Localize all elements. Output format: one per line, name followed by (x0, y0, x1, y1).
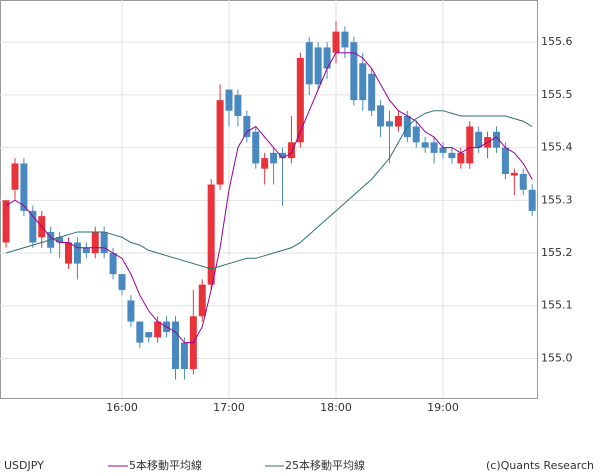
candle-body (510, 172, 518, 176)
candle-body (421, 142, 429, 148)
y-tick-label: 155.1 (541, 299, 573, 312)
x-tick-label: 16:00 (106, 401, 138, 414)
candle-body (136, 321, 144, 343)
candle-body (501, 147, 509, 174)
x-tick-label: 17:00 (213, 401, 245, 414)
candle-body (100, 231, 108, 254)
candle-body (341, 31, 349, 48)
candle-body (394, 115, 402, 127)
moving-average-line (5, 52, 533, 344)
candle-body (109, 253, 117, 275)
marks (2, 21, 536, 380)
candle-body (225, 89, 233, 111)
candle-body (412, 126, 420, 143)
y-tick-label: 155.5 (541, 88, 573, 101)
candle-body (243, 115, 251, 138)
candle-body (528, 189, 536, 211)
candle-body (56, 237, 64, 243)
candle-body (314, 47, 322, 85)
moving-average-line (5, 110, 533, 270)
candle-body (448, 152, 456, 159)
legend-label: 25本移動平均線 (285, 458, 365, 472)
candle-body (11, 163, 19, 190)
candle-body (519, 173, 527, 190)
candle-body (207, 184, 215, 285)
candle-body (180, 342, 188, 370)
candle-body (350, 42, 358, 101)
candle-body (73, 242, 81, 264)
candle-body (439, 147, 447, 153)
y-tick-label: 155.0 (541, 351, 573, 364)
candle-body (234, 94, 242, 116)
candle-body (82, 247, 90, 254)
candle-body (287, 142, 295, 159)
candle-body (279, 152, 286, 159)
y-tick-label: 155.3 (541, 193, 573, 206)
legend-label: 5本移動平均線 (129, 458, 202, 472)
candle-body (466, 126, 474, 164)
candle-body (430, 142, 438, 153)
y-tick-label: 155.4 (541, 141, 573, 154)
candle-body (20, 163, 28, 211)
credit: (c)Quants Research (486, 459, 594, 472)
candle-body (29, 210, 37, 243)
y-tick-label: 155.2 (541, 246, 573, 259)
candle-body (386, 121, 393, 127)
x-tick-label: 18:00 (320, 401, 352, 414)
symbol-label: USDJPY (4, 459, 44, 472)
candle-body (65, 242, 72, 264)
candle-body (2, 200, 10, 243)
candle-body (216, 100, 224, 185)
candle-body (198, 284, 206, 317)
candle-body (172, 321, 179, 370)
candle-body (377, 105, 385, 127)
x-tick-label: 19:00 (427, 401, 459, 414)
candle-body (359, 63, 367, 101)
candle-body (323, 47, 331, 69)
candle-body (305, 42, 313, 85)
candle-body (252, 131, 260, 164)
candle-body (368, 73, 376, 111)
candle-body (154, 321, 162, 338)
candle-body (493, 131, 500, 148)
candle-body (91, 231, 99, 254)
candle-body (145, 332, 153, 338)
candle-body (118, 274, 126, 290)
candle-body (457, 152, 465, 164)
candle-body (332, 31, 340, 53)
plot-frame (0, 0, 538, 399)
candle-body (270, 152, 278, 164)
candle-body (261, 158, 269, 169)
candle-body (475, 131, 483, 148)
candle-body (296, 57, 304, 143)
y-tick-label: 155.6 (541, 35, 573, 48)
candle-body (127, 300, 135, 322)
